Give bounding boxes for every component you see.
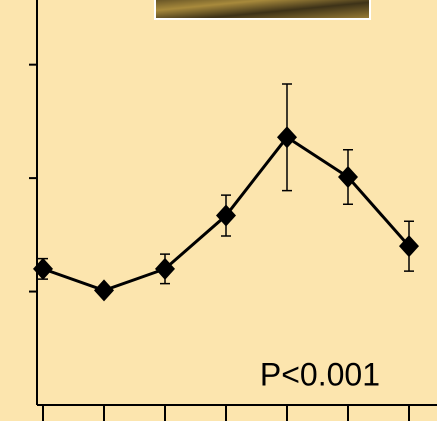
marker xyxy=(94,279,114,302)
marker xyxy=(277,126,297,149)
annotation: P<0.001 xyxy=(260,356,380,392)
marker xyxy=(216,204,236,227)
marker xyxy=(338,165,358,188)
photo xyxy=(154,0,371,20)
marker xyxy=(155,257,175,280)
marker xyxy=(33,257,53,280)
marker xyxy=(399,235,419,258)
